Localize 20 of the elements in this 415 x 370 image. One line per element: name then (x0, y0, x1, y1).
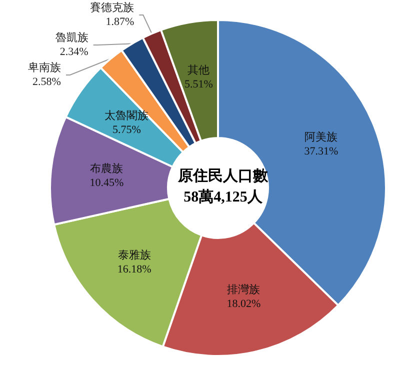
slice-label: 布農族 (90, 162, 124, 175)
slice-label: 排灣族 (227, 283, 260, 296)
text: 原住民人口數 (177, 168, 269, 184)
data-label: 16.18% (117, 264, 152, 276)
slice-label: 阿美族 (304, 130, 338, 144)
data-label: 2.58% (32, 76, 61, 88)
data-label: 37.31% (304, 146, 338, 158)
text: 58萬4,125人 (184, 188, 264, 206)
slice-label: 卑南族 (28, 61, 61, 74)
data-label: 5.51% (184, 78, 213, 91)
data-label: 18.02% (226, 298, 261, 310)
data-label: 5.75% (112, 124, 141, 136)
slice-label: 其他 (188, 64, 210, 77)
slice-label: 太魯閣族 (104, 109, 149, 122)
data-label: 10.45% (90, 176, 124, 189)
slice-label: 泰雅族 (118, 248, 151, 262)
data-label: 1.87% (106, 16, 134, 28)
slice-label: 賽德克族 (90, 1, 134, 14)
data-label: 2.34% (60, 46, 88, 58)
slice-label: 魯凱族 (55, 31, 88, 44)
